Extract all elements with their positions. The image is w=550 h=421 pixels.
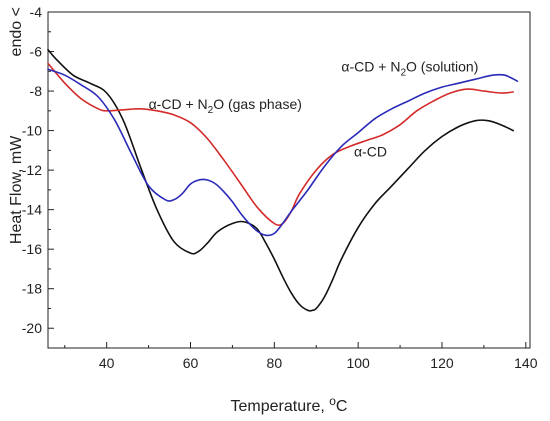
y-tick-label: -16 <box>22 241 42 257</box>
y-tick-label: -14 <box>22 202 42 218</box>
x-tick-label: 120 <box>430 355 454 371</box>
annotation-text: α-CD + N <box>149 96 208 112</box>
x-tick-label: 80 <box>267 355 283 371</box>
x-axis-title-superscript: o <box>329 394 336 408</box>
annotation-text: O (solution) <box>406 58 478 74</box>
series-line-0 <box>47 48 514 312</box>
y-tick-label: -10 <box>22 123 42 139</box>
x-tick-label: 40 <box>99 355 115 371</box>
y-tick-label: -18 <box>22 281 42 297</box>
annotation-text: α-CD + N <box>341 58 400 74</box>
annotation-text: O (gas phase) <box>213 96 302 112</box>
series-layer <box>47 48 519 312</box>
x-axis-ticks: 40 60 80 100 120 140 <box>64 342 538 371</box>
annotation-layer: α-CDα-CD + N2O (gas phase)α-CD + N2O (so… <box>149 58 479 159</box>
y-tick-label: -20 <box>22 320 42 336</box>
x-axis-title-unit: C <box>336 398 348 415</box>
y-axis-ticks: -20 -18 -16 -14 -12 -10 -8 -6 -4 <box>22 4 54 336</box>
annotation-subscript: 2 <box>400 67 406 78</box>
x-tick-label: 100 <box>346 355 370 371</box>
y-axis-endo-note: endo < <box>8 7 25 56</box>
x-axis-title-text: Temperature, <box>231 398 330 415</box>
y-tick-label: -6 <box>30 44 43 60</box>
series-annotation-1: α-CD + N2O (gas phase) <box>149 96 302 116</box>
y-tick-label: -4 <box>30 4 43 20</box>
series-annotation-0: α-CD <box>354 143 387 159</box>
series-line-2 <box>47 68 519 237</box>
series-line-1 <box>47 62 514 227</box>
x-tick-label: 60 <box>183 355 199 371</box>
y-tick-label: -8 <box>30 83 43 99</box>
y-tick-label: -12 <box>22 162 42 178</box>
annotation-subscript: 2 <box>208 105 214 116</box>
x-axis-title: Temperature, oC <box>231 394 348 415</box>
series-annotation-2: α-CD + N2O (solution) <box>341 58 478 78</box>
y-axis-title: Heat Flow, mW <box>8 135 25 244</box>
x-tick-label: 140 <box>514 355 538 371</box>
plot-frame <box>47 11 531 349</box>
